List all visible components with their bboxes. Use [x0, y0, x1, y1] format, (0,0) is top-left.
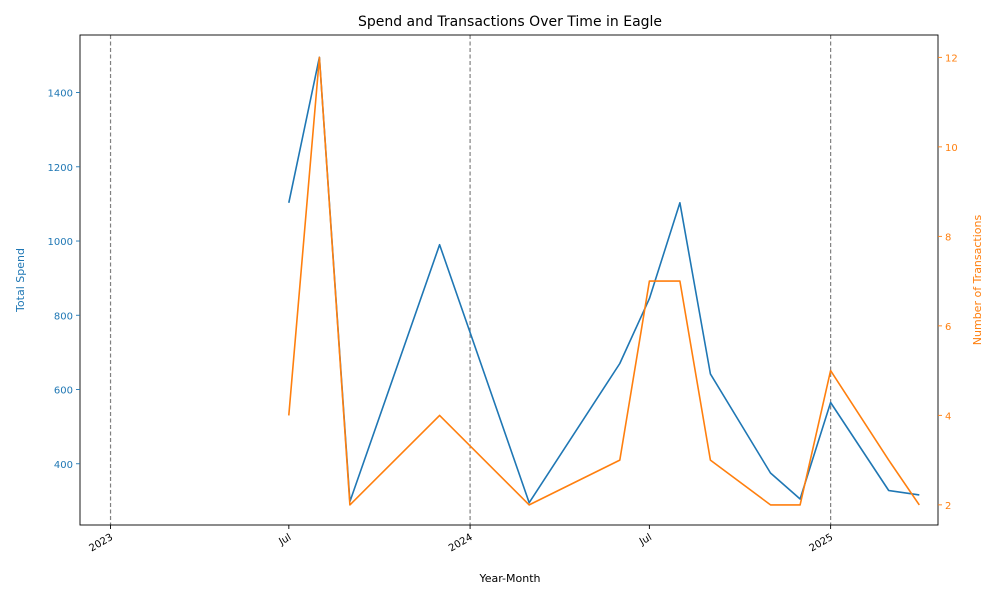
y-right-tick-label: 8 — [945, 232, 951, 243]
x-tick-label: 2024 — [447, 532, 475, 554]
y-left-tick-label: 1000 — [48, 237, 73, 248]
y-left-tick-label: 600 — [54, 386, 73, 397]
chart-title: Spend and Transactions Over Time in Eagl… — [358, 14, 662, 30]
y-left-tick-label: 1200 — [48, 163, 73, 174]
x-tick-label: Jul — [277, 532, 294, 548]
x-tick-label: Jul — [637, 532, 654, 548]
spend-line — [288, 56, 920, 504]
x-tick-label: 2023 — [87, 532, 115, 554]
y-axis-right-label: Number of Transactions — [971, 215, 984, 346]
plot-frame — [79, 34, 939, 526]
y-axis-left-label: Total Spend — [14, 248, 27, 313]
x-axis-label: Year-Month — [478, 572, 540, 585]
plot-area: 400 600 800 1000 1200 1400 2 4 6 8 10 12 2023 Jul 2024… — [48, 34, 958, 554]
y-right-tick-label: 2 — [945, 501, 951, 512]
y-left-tick-label: 1400 — [48, 89, 73, 100]
y-right-tick-label: 10 — [945, 143, 958, 154]
transactions-line — [288, 56, 920, 506]
y-right-tick-label: 4 — [945, 411, 951, 422]
x-tick-label: 2025 — [808, 532, 836, 554]
y-left-tick-label: 800 — [54, 311, 73, 322]
y-left-tick-label: 400 — [54, 460, 73, 471]
y-right-tick-label: 12 — [945, 53, 958, 64]
y-right-tick-label: 6 — [945, 322, 951, 333]
